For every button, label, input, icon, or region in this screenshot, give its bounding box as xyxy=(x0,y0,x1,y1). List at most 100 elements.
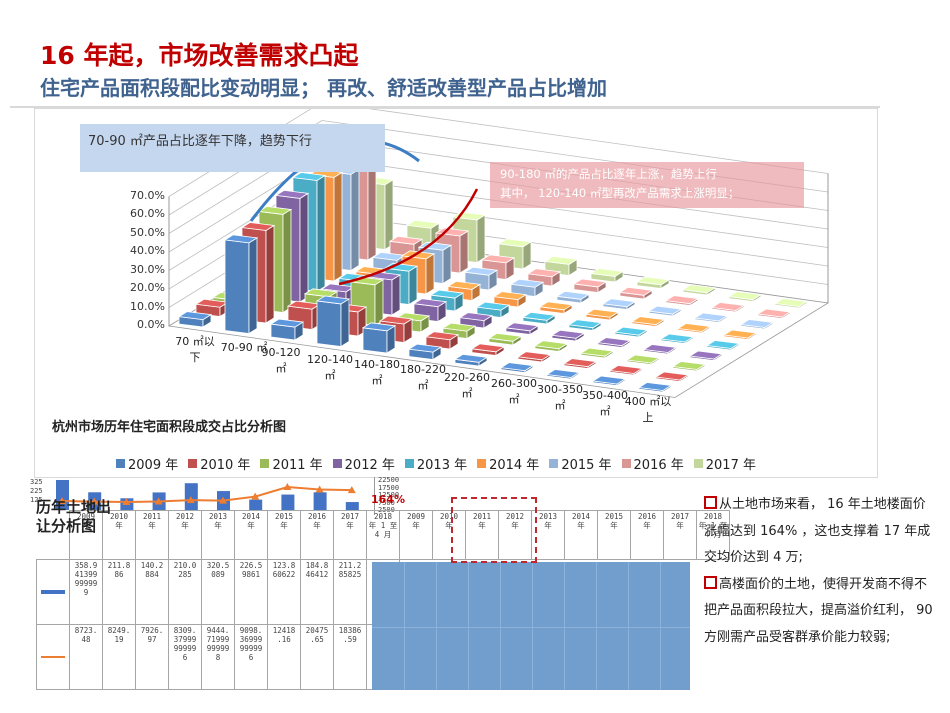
grid-line xyxy=(500,562,501,690)
y-tick-label: 10.0% xyxy=(130,299,165,313)
table-cell: 358.9 41399 99999 9 xyxy=(69,559,103,625)
table-header-cell: 2018 年 1 至 4 月 xyxy=(366,510,400,560)
x-tick-label: 70 ㎡以下 xyxy=(175,335,215,364)
table-header-row: 2009 年 2010 年 2011 年 2012 年 2013 年 2014 年 2015… xyxy=(37,510,730,560)
bullet-text: 从土地市场来看， 16 年土地楼面价涨幅达到 164% ，这也支撑着 17 年成… xyxy=(704,497,931,565)
commentary: 从土地市场来看， 16 年土地楼面价涨幅达到 164% ，这也支撑着 17 年成… xyxy=(704,492,934,651)
annotation-decline: 70-90 ㎡产品占比逐年下降，趋势下行 xyxy=(80,124,385,172)
table-header-cell: 2017 年 xyxy=(663,510,697,560)
bullet-text: 高楼面价的土地，使得开发商不得不把产品面积段拉大，提高溢价红利， 90 方刚需产… xyxy=(704,576,933,645)
y-tick-label: 30.0% xyxy=(130,262,165,276)
grid-line xyxy=(660,562,661,690)
legend-item: 2009 年 xyxy=(116,454,178,473)
x-tick-label: 140-180 ㎡ xyxy=(354,358,400,387)
legend-swatch-icon xyxy=(621,459,631,468)
x-tick-label: 350-400 ㎡ xyxy=(582,389,628,418)
series-legend-key xyxy=(36,624,70,690)
bar-legend-icon xyxy=(41,590,65,594)
table-header-cell: 2013 年 xyxy=(201,510,235,560)
legend-label: 2015 年 xyxy=(561,458,612,473)
right-tick: 12500 xyxy=(378,491,400,499)
land-bar xyxy=(249,499,263,510)
legend-swatch-icon xyxy=(477,459,487,468)
x-tick-label: 120-140 ㎡ xyxy=(307,353,353,382)
legend-item: 2017 年 xyxy=(693,454,756,473)
table-cell: 20475 .65 xyxy=(300,624,334,690)
page-title: 16 年起，市场改善需求凸起 xyxy=(40,41,359,70)
legend-swatch-icon xyxy=(549,459,559,468)
right-tick: 17500 xyxy=(378,483,400,492)
legend-swatch-icon xyxy=(332,459,342,468)
table-row: 358.9 41399 99999 9 211.8 86 140.2 884 210.… xyxy=(36,559,730,625)
table-cell: 9098. 36999 99999 6 xyxy=(234,624,268,690)
table-header-cell: 2011 年 xyxy=(135,510,169,560)
table-header-cell: 2012 年 xyxy=(168,510,202,560)
right-tick: 22500 xyxy=(378,476,400,484)
land-bar xyxy=(281,494,295,510)
table-row: 8723. 48 8249. 19 7926. 97 8309. 37999 9999… xyxy=(36,624,730,690)
legend-item: 2011 年 xyxy=(260,454,323,473)
table-cell: 7926. 97 xyxy=(135,624,169,690)
table-cell: 226.5 9861 xyxy=(234,559,268,625)
table-header-cell: 2014 年 xyxy=(564,510,598,560)
grid-line xyxy=(404,562,405,690)
grid-line xyxy=(532,562,533,690)
legend-label: 2014 年 xyxy=(489,458,540,473)
x-tick-label: 300-350 ㎡ xyxy=(537,383,583,412)
x-tick-label: 70-90 ㎡ xyxy=(220,341,268,354)
legend-label: 2017 年 xyxy=(705,458,756,473)
land-bar xyxy=(184,483,198,510)
y-tick-label: 50.0% xyxy=(130,225,165,239)
annotation-rise-line1: 90-180 ㎡的产品占比逐年上涨，趋势上行 xyxy=(500,167,717,181)
land-bar xyxy=(313,492,327,510)
bullet-item: 从土地市场来看， 16 年土地楼面价涨幅达到 164% ，这也支撑着 17 年成… xyxy=(704,492,934,572)
chart-plot xyxy=(167,109,830,398)
y-tick-label: 70.0% xyxy=(130,188,165,202)
growth-annotation: 164% xyxy=(371,493,405,506)
empty-chart-area xyxy=(372,562,690,690)
grid-line xyxy=(628,562,629,690)
triangle-marker-icon xyxy=(154,497,163,505)
legend-label: 2016 年 xyxy=(633,458,684,473)
triangle-marker-icon xyxy=(283,483,292,491)
grid-line xyxy=(372,627,690,628)
land-data-table: 2009 年 2010 年 2011 年 2012 年 2013 年 2014 年 2015… xyxy=(36,510,730,690)
legend-label: 2011 年 xyxy=(272,458,323,473)
y-tick-label: 60.0% xyxy=(130,207,165,220)
bullet-item: 高楼面价的土地，使得开发商不得不把产品面积段拉大，提高溢价红利， 90 方刚需产… xyxy=(704,572,934,652)
legend-item: 2010 年 xyxy=(188,454,250,473)
series-legend-key xyxy=(36,559,70,625)
table-header-cell: 2014 年 xyxy=(234,510,268,560)
legend-swatch-icon xyxy=(693,459,703,468)
grid-line xyxy=(468,562,469,690)
left-axis-labels: 325 225 125 xyxy=(30,478,43,505)
table-cell: 211.2 85825 xyxy=(333,559,367,625)
annotation-rise: 90-180 ㎡的产品占比逐年上涨，趋势上行 其中， 120-140 ㎡型再改产… xyxy=(490,162,804,208)
legend-swatch-icon xyxy=(260,459,270,468)
legend-item: 2012 年 xyxy=(332,454,395,473)
triangle-marker-icon xyxy=(219,496,227,504)
chart-legend: 2009 年 2010 年 2011 年 2012 年 2013 年 2014 年 2015… xyxy=(116,454,756,473)
table-header-cell: 2017 年 xyxy=(333,510,367,560)
table-cell: 8249. 19 xyxy=(102,624,136,690)
table-header-cell: 2010 年 xyxy=(102,510,136,560)
table-header-cell: 2009 年 xyxy=(69,510,103,560)
right-tick: 7500 xyxy=(378,498,395,507)
table-cell: 211.8 86 xyxy=(102,559,136,625)
legend-item: 2013 年 xyxy=(404,454,468,473)
legend-item: 2015 年 xyxy=(549,454,612,473)
title-divider xyxy=(10,106,880,108)
legend-label: 2013 年 xyxy=(416,458,468,473)
land-combo-chart xyxy=(56,479,359,510)
legend-swatch-icon xyxy=(188,459,198,468)
left-tick: 325 xyxy=(30,478,43,486)
left-tick: 125 xyxy=(30,496,43,504)
line-legend-icon xyxy=(41,656,65,658)
x-tick-label: 220-260 ㎡ xyxy=(444,371,490,400)
table-header-cell: 2015 年 xyxy=(597,510,631,560)
table-cell: 184.8 46412 xyxy=(300,559,334,625)
x-tick-label: 90-120 ㎡ xyxy=(261,346,301,375)
table-cell: 9444. 71999 99999 8 xyxy=(201,624,235,690)
triangle-marker-icon xyxy=(347,486,356,494)
table-cell: 140.2 884 xyxy=(135,559,169,625)
